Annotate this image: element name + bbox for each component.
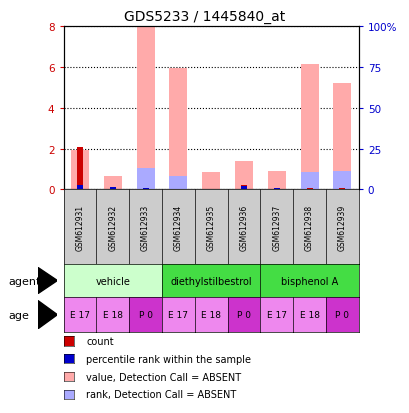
- Bar: [240, 186, 246, 190]
- Text: rank, Detection Call = ABSENT: rank, Detection Call = ABSENT: [86, 389, 236, 399]
- Bar: [339, 189, 344, 190]
- Text: P 0: P 0: [138, 311, 152, 319]
- Bar: [169, 176, 187, 190]
- Polygon shape: [38, 268, 57, 294]
- Text: E 18: E 18: [103, 311, 122, 319]
- Bar: [77, 147, 83, 190]
- Bar: [136, 169, 154, 190]
- Bar: [300, 173, 318, 190]
- Bar: [169, 69, 187, 190]
- Bar: [306, 189, 312, 190]
- Bar: [142, 189, 148, 190]
- Text: agent: agent: [8, 276, 40, 286]
- Text: GSM612936: GSM612936: [239, 204, 248, 250]
- Bar: [300, 65, 318, 190]
- Bar: [267, 172, 285, 190]
- Text: GSM612933: GSM612933: [141, 204, 150, 250]
- Text: count: count: [86, 336, 113, 346]
- Text: bisphenol A: bisphenol A: [280, 276, 337, 286]
- Bar: [333, 172, 351, 190]
- Text: GSM612932: GSM612932: [108, 204, 117, 250]
- Bar: [333, 83, 351, 190]
- Bar: [77, 185, 83, 190]
- Text: GDS5233 / 1445840_at: GDS5233 / 1445840_at: [124, 10, 285, 24]
- Bar: [234, 161, 252, 190]
- Bar: [240, 185, 246, 190]
- Text: GSM612931: GSM612931: [75, 204, 84, 250]
- Bar: [142, 189, 148, 190]
- Text: percentile rank within the sample: percentile rank within the sample: [86, 354, 250, 364]
- Text: GSM612934: GSM612934: [173, 204, 182, 250]
- Text: diethylstilbestrol: diethylstilbestrol: [170, 276, 252, 286]
- Polygon shape: [38, 301, 57, 329]
- Text: E 17: E 17: [266, 311, 286, 319]
- Text: P 0: P 0: [335, 311, 348, 319]
- Text: vehicle: vehicle: [95, 276, 130, 286]
- Text: GSM612937: GSM612937: [272, 204, 281, 250]
- Text: E 17: E 17: [168, 311, 188, 319]
- Bar: [103, 176, 121, 190]
- Bar: [136, 28, 154, 190]
- Text: GSM612939: GSM612939: [337, 204, 346, 250]
- Text: E 17: E 17: [70, 311, 90, 319]
- Bar: [273, 188, 279, 190]
- Text: age: age: [8, 310, 29, 320]
- Text: E 18: E 18: [201, 311, 220, 319]
- Text: GSM612938: GSM612938: [304, 204, 313, 250]
- Bar: [71, 150, 89, 190]
- Text: GSM612935: GSM612935: [206, 204, 215, 250]
- Text: P 0: P 0: [236, 311, 250, 319]
- Bar: [110, 188, 115, 190]
- Text: E 18: E 18: [299, 311, 319, 319]
- Bar: [202, 173, 220, 190]
- Text: value, Detection Call = ABSENT: value, Detection Call = ABSENT: [86, 372, 240, 382]
